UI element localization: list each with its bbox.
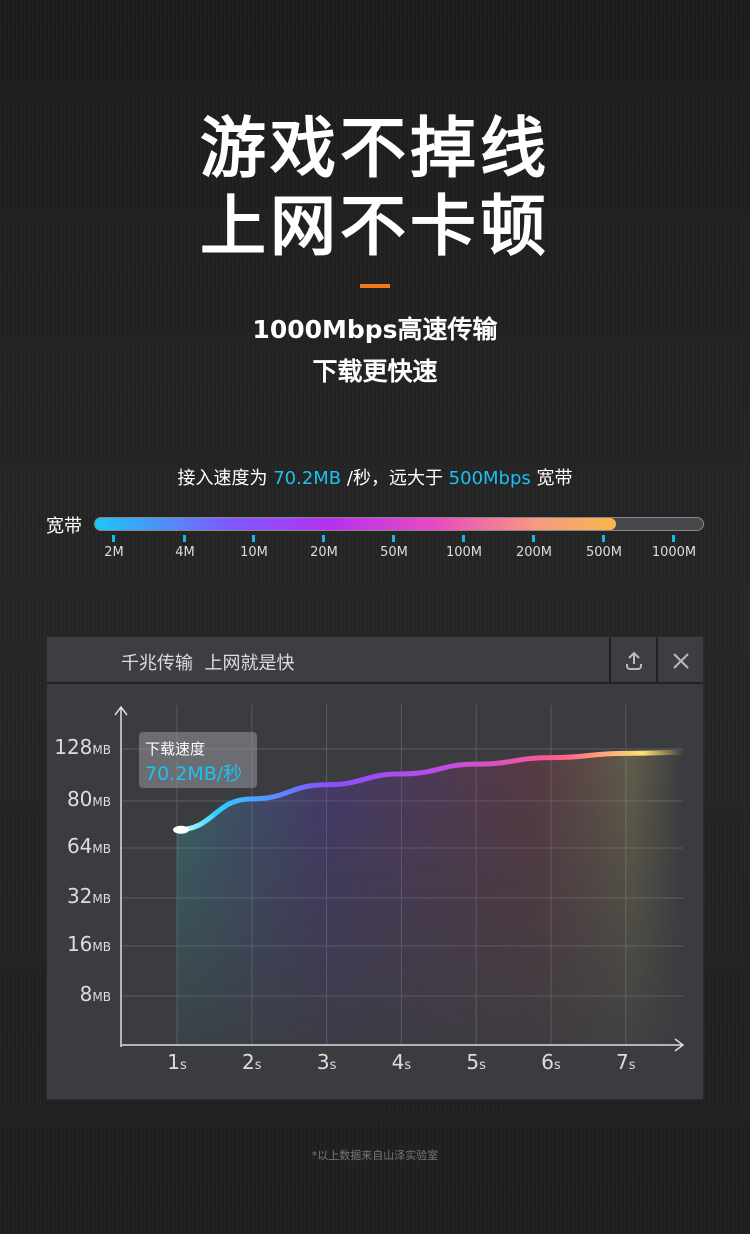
bandwidth-tick-mark [183,535,186,542]
x-tick-label: 2s [242,1050,262,1074]
bandwidth-tick-mark [602,535,605,542]
bandwidth-tick-label: 100M [445,545,483,560]
y-tick-label: 16MB [66,932,111,956]
speed-value: 70.2MB [273,468,342,489]
bandwidth-tick-label: 10M [240,545,268,560]
bandwidth-tick-mark [462,535,465,542]
panel-title: 千兆传输 上网就是快 [121,653,295,674]
bandwidth-tick-mark [112,535,115,542]
bandwidth-tick-mark [672,535,675,542]
speed-chart [114,705,686,1052]
speed-mid: /秒，远大于 [341,468,449,489]
x-tick-label: 4s [391,1050,412,1074]
tooltip-label: 下载速度 [145,740,206,758]
share-button[interactable] [609,637,656,684]
y-tick-label: 64MB [66,834,111,858]
headline-line1: 游戏不掉线 [200,110,550,187]
accent-divider [360,284,390,288]
x-tick-label: 6s [541,1050,561,1074]
bandwidth-tick-mark [532,535,535,542]
compare-value: 500Mbps [448,468,531,489]
x-tick-label: 3s [316,1050,337,1074]
x-tick-label: 7s [616,1050,636,1074]
x-tick-label: 5s [466,1050,486,1074]
x-tick-label: 1s [167,1050,187,1074]
chart-line [174,749,686,833]
speed-prefix: 接入速度为 [177,468,274,489]
bandwidth-tick-mark [392,535,395,542]
panel-header: 千兆传输 上网就是快 [47,637,703,684]
speed-panel: 千兆传输 上网就是快 128MB 80MB 64MB 32MB 16MB 8MB 1s 2s 3… [46,636,704,1100]
close-icon [672,652,689,669]
bandwidth-bar [94,517,704,531]
y-tick-label: 8MB [79,982,111,1006]
bandwidth-tick-mark [322,535,325,542]
footnote: *以上数据来自山泽实验室 [311,1149,439,1162]
y-tick-label: 128MB [54,735,111,759]
subhead-line1: 1000Mbps高速传输 [252,315,498,344]
chart-tooltip: 下载速度 70.2MB/秒 [139,732,257,788]
bandwidth-tick-label: 2M [104,545,124,560]
bandwidth-tick-mark [252,535,255,542]
y-tick-label: 32MB [66,884,111,908]
upload-icon [625,651,642,670]
line-start-glow [173,825,189,834]
bandwidth-tick-label: 500M [585,545,623,560]
bandwidth-fill [95,518,616,530]
speed-text: 接入速度为 70.2MB /秒，远大于 500Mbps 宽带 [0,464,750,490]
close-button[interactable] [656,637,703,684]
bandwidth-tick-label: 50M [380,545,408,560]
tooltip-value: 70.2MB/秒 [145,763,243,785]
bandwidth-tick-label: 200M [515,545,553,560]
chart-area [177,752,683,1045]
y-tick-label: 80MB [66,787,111,811]
speed-suffix: 宽带 [530,468,573,489]
subhead-line2: 下载更快速 [312,357,438,386]
bandwidth-tick-label: 20M [310,545,338,560]
bandwidth-label: 宽带 [46,516,82,537]
y-axis [114,705,128,1047]
bandwidth-tick-label: 1000M [651,545,697,560]
bandwidth-tick-label: 4M [175,545,195,560]
headline-line2: 上网不卡顿 [200,188,550,265]
